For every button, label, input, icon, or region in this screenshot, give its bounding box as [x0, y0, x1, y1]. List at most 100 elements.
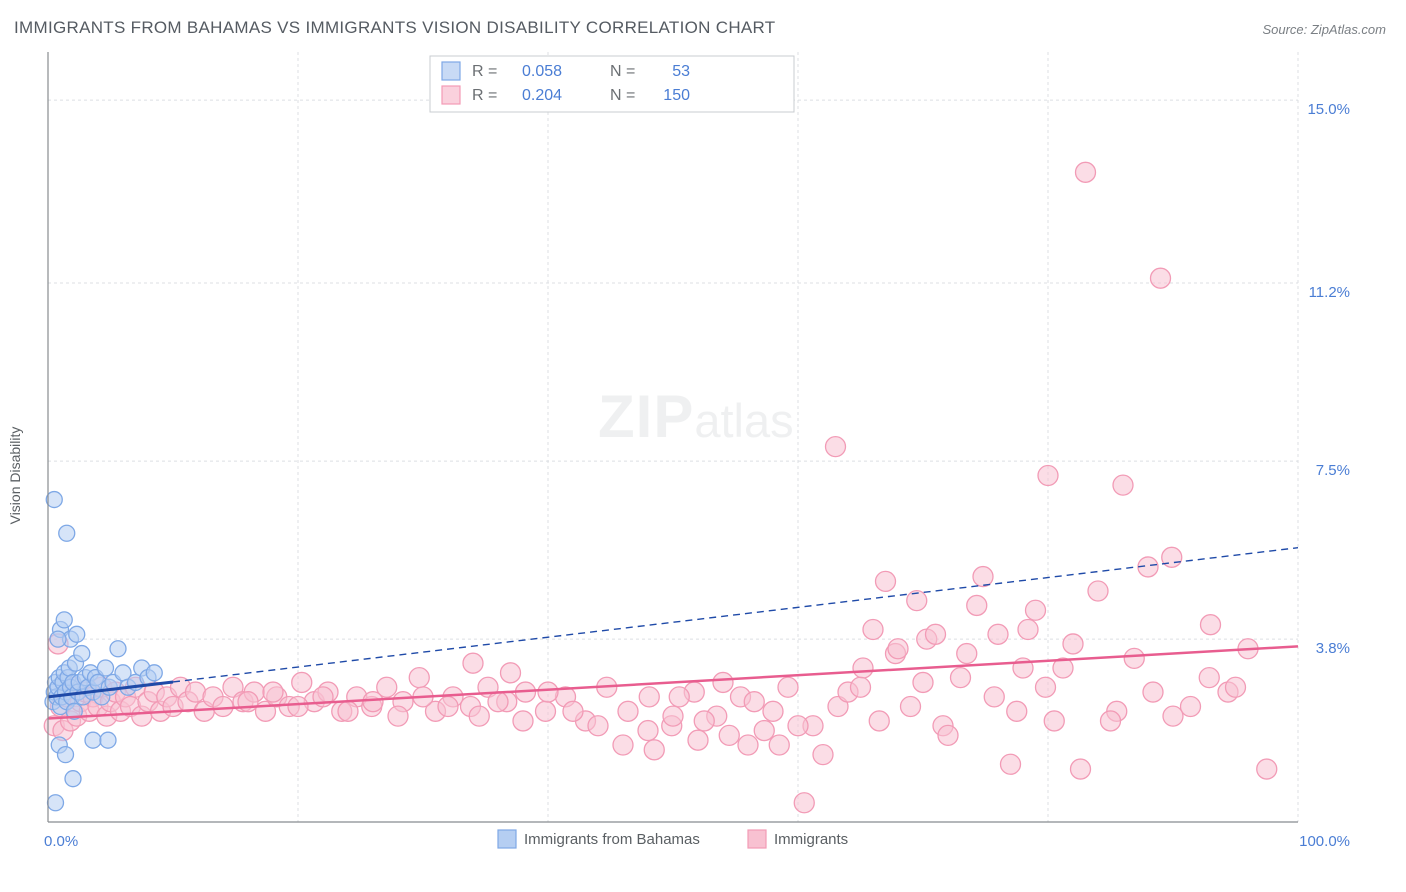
scatter-point	[754, 721, 774, 741]
scatter-point	[110, 641, 126, 657]
scatter-point	[744, 692, 764, 712]
legend-n-label: N =	[610, 87, 635, 104]
scatter-point	[863, 620, 883, 640]
scatter-point	[1001, 754, 1021, 774]
scatter-point	[85, 732, 101, 748]
y-axis-title: Vision Disability	[7, 427, 23, 525]
scatter-point	[288, 697, 308, 717]
scatter-point	[100, 732, 116, 748]
scatter-point	[146, 665, 162, 681]
scatter-point	[778, 677, 798, 697]
scatter-point	[1071, 759, 1091, 779]
scatter-point	[488, 692, 508, 712]
scatter-point	[926, 624, 946, 644]
scatter-point	[794, 793, 814, 813]
scatter-point	[869, 711, 889, 731]
scatter-point	[769, 735, 789, 755]
scatter-point	[951, 668, 971, 688]
scatter-point	[338, 701, 358, 721]
scatter-point	[618, 701, 638, 721]
correlation-chart: ZIPatlas3.8%7.5%11.2%15.0%0.0%100.0%Visi…	[0, 0, 1406, 892]
scatter-point	[1151, 268, 1171, 288]
scatter-point	[938, 725, 958, 745]
scatter-point	[1007, 701, 1027, 721]
scatter-point	[1257, 759, 1277, 779]
scatter-point	[1143, 682, 1163, 702]
scatter-point	[813, 745, 833, 765]
scatter-point	[588, 716, 608, 736]
chart-title: IMMIGRANTS FROM BAHAMAS VS IMMIGRANTS VI…	[14, 18, 776, 38]
scatter-point	[719, 725, 739, 745]
scatter-point	[1036, 677, 1056, 697]
scatter-point	[967, 595, 987, 615]
scatter-point	[58, 747, 74, 763]
scatter-point	[663, 706, 683, 726]
scatter-point	[238, 692, 258, 712]
scatter-point	[409, 668, 429, 688]
legend-r-label: R =	[472, 63, 497, 80]
scatter-point	[638, 721, 658, 741]
y-tick-label: 15.0%	[1307, 101, 1350, 118]
scatter-point	[1201, 615, 1221, 635]
scatter-point	[1063, 634, 1083, 654]
scatter-point	[263, 682, 283, 702]
scatter-point	[388, 706, 408, 726]
scatter-point	[463, 653, 483, 673]
y-tick-label: 3.8%	[1316, 640, 1350, 657]
scatter-point	[973, 567, 993, 587]
scatter-point	[363, 692, 383, 712]
scatter-point	[644, 740, 664, 760]
scatter-point	[48, 795, 64, 811]
scatter-point	[59, 525, 75, 541]
scatter-point	[501, 663, 521, 683]
scatter-point	[688, 730, 708, 750]
scatter-point	[1076, 162, 1096, 182]
scatter-point	[1181, 697, 1201, 717]
legend-r-label: R =	[472, 87, 497, 104]
bottom-legend-swatch	[748, 830, 766, 848]
scatter-point	[913, 672, 933, 692]
scatter-point	[763, 701, 783, 721]
legend-r-value: 0.058	[522, 63, 562, 80]
scatter-point	[98, 660, 114, 676]
bottom-legend-label: Immigrants	[774, 831, 848, 848]
scatter-point	[1101, 711, 1121, 731]
scatter-point	[876, 571, 896, 591]
scatter-point	[538, 682, 558, 702]
x-tick-label: 100.0%	[1299, 833, 1350, 850]
legend-n-label: N =	[610, 63, 635, 80]
scatter-point	[563, 701, 583, 721]
y-tick-label: 7.5%	[1316, 462, 1350, 479]
legend-n-value: 53	[672, 63, 690, 80]
source-attribution: Source: ZipAtlas.com	[1262, 22, 1386, 37]
scatter-point	[851, 677, 871, 697]
scatter-point	[65, 771, 81, 787]
scatter-point	[788, 716, 808, 736]
scatter-point	[213, 697, 233, 717]
scatter-point	[1226, 677, 1246, 697]
scatter-point	[56, 612, 72, 628]
scatter-point	[69, 626, 85, 642]
scatter-point	[853, 658, 873, 678]
scatter-point	[46, 492, 62, 508]
scatter-point	[292, 672, 312, 692]
bottom-legend-label: Immigrants from Bahamas	[524, 831, 700, 848]
legend-swatch	[442, 62, 460, 80]
scatter-point	[186, 682, 206, 702]
scatter-point	[984, 687, 1004, 707]
scatter-point	[438, 697, 458, 717]
scatter-point	[1124, 648, 1144, 668]
legend-r-value: 0.204	[522, 87, 562, 104]
scatter-point	[536, 701, 556, 721]
legend-swatch	[442, 86, 460, 104]
scatter-point	[513, 711, 533, 731]
scatter-point	[1044, 711, 1064, 731]
scatter-point	[1162, 547, 1182, 567]
legend-n-value: 150	[663, 87, 690, 104]
scatter-point	[738, 735, 758, 755]
scatter-point	[1038, 466, 1058, 486]
scatter-point	[50, 631, 66, 647]
scatter-point	[713, 672, 733, 692]
scatter-point	[826, 437, 846, 457]
scatter-point	[1163, 706, 1183, 726]
